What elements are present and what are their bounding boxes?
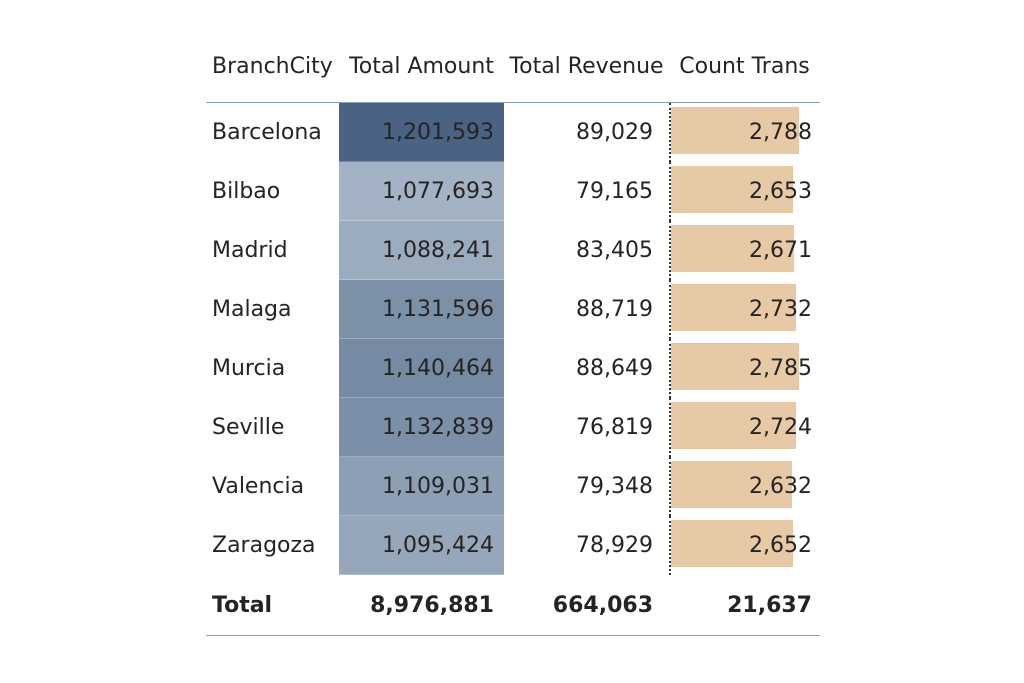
count-value: 2,632 (749, 474, 812, 499)
cell-count-trans: 2,724 (669, 398, 820, 457)
cell-total-amount: 1,201,593 (339, 103, 504, 162)
table-row[interactable]: Bilbao 1,077,693 79,165 2,653 (206, 162, 820, 221)
cell-branchcity: Seville (212, 415, 285, 440)
cell-branchcity: Barcelona (212, 120, 322, 145)
total-row: Total 8,976,881 664,063 21,637 (206, 575, 820, 636)
table-body: Barcelona 1,201,593 89,029 2,788 Bilbao 1,077… (206, 103, 820, 575)
count-data-bar (671, 166, 793, 213)
cell-count-trans: 2,652 (669, 516, 820, 575)
total-label: Total (212, 592, 273, 618)
cell-total-amount: 1,131,596 (339, 280, 504, 339)
cell-branchcity: Murcia (212, 356, 286, 381)
cell-count-trans: 2,653 (669, 162, 820, 221)
data-bar-axis (669, 398, 671, 457)
table-row[interactable]: Madrid 1,088,241 83,405 2,671 (206, 221, 820, 280)
data-bar-axis (669, 280, 671, 339)
table-row[interactable]: Barcelona 1,201,593 89,029 2,788 (206, 103, 820, 162)
count-value: 2,732 (749, 297, 812, 322)
cell-total-amount: 1,077,693 (339, 162, 504, 221)
count-value: 2,653 (749, 179, 812, 204)
column-header-total-amount[interactable]: Total Amount (349, 53, 494, 79)
total-amount: 8,976,881 (370, 592, 494, 618)
data-bar-axis (669, 339, 671, 398)
cell-branchcity: Bilbao (212, 179, 281, 204)
table-row[interactable]: Zaragoza 1,095,424 78,929 2,652 (206, 516, 820, 575)
cell-count-trans: 2,671 (669, 221, 820, 280)
cell-count-trans: 2,788 (669, 103, 820, 162)
data-bar-axis (669, 221, 671, 280)
cell-total-revenue: 76,819 (576, 415, 653, 440)
count-data-bar (671, 107, 799, 154)
data-bar-axis (669, 457, 671, 516)
count-value: 2,671 (749, 238, 812, 263)
cell-count-trans: 2,732 (669, 280, 820, 339)
matrix-table: BranchCity Total Amount Total Revenue Co… (206, 30, 820, 636)
column-header-count-trans[interactable]: Count Trans (679, 53, 810, 79)
total-revenue: 664,063 (552, 592, 653, 618)
cell-total-revenue: 89,029 (576, 120, 653, 145)
table-row[interactable]: Murcia 1,140,464 88,649 2,785 (206, 339, 820, 398)
header-row: BranchCity Total Amount Total Revenue Co… (206, 30, 820, 103)
count-data-bar (671, 225, 794, 272)
count-data-bar (671, 284, 797, 331)
table-row[interactable]: Valencia 1,109,031 79,348 2,632 (206, 457, 820, 516)
cell-branchcity: Zaragoza (212, 533, 316, 558)
count-data-bar (671, 461, 792, 508)
count-value: 2,652 (749, 533, 812, 558)
count-value: 2,785 (749, 356, 812, 381)
cell-branchcity: Malaga (212, 297, 292, 322)
table-row[interactable]: Malaga 1,131,596 88,719 2,732 (206, 280, 820, 339)
cell-total-revenue: 88,719 (576, 297, 653, 322)
cell-branchcity: Valencia (212, 474, 305, 499)
column-header-branchcity[interactable]: BranchCity (212, 53, 333, 79)
cell-total-amount: 1,132,839 (339, 398, 504, 457)
count-value: 2,724 (749, 415, 812, 440)
table-row[interactable]: Seville 1,132,839 76,819 2,724 (206, 398, 820, 457)
total-count: 21,637 (727, 592, 812, 618)
cell-total-amount: 1,095,424 (339, 516, 504, 575)
column-header-total-revenue[interactable]: Total Revenue (509, 53, 664, 79)
cell-total-revenue: 79,348 (576, 474, 653, 499)
cell-count-trans: 2,785 (669, 339, 820, 398)
cell-total-revenue: 88,649 (576, 356, 653, 381)
data-bar-axis (669, 162, 671, 221)
count-data-bar (671, 343, 799, 390)
cell-total-revenue: 79,165 (576, 179, 653, 204)
cell-total-amount: 1,109,031 (339, 457, 504, 516)
cell-total-amount: 1,140,464 (339, 339, 504, 398)
data-bar-axis (669, 103, 671, 162)
count-data-bar (671, 402, 797, 449)
cell-total-revenue: 83,405 (576, 238, 653, 263)
data-bar-axis (669, 516, 671, 575)
cell-count-trans: 2,632 (669, 457, 820, 516)
cell-branchcity: Madrid (212, 238, 288, 263)
cell-total-revenue: 78,929 (576, 533, 653, 558)
count-value: 2,788 (749, 120, 812, 145)
count-data-bar (671, 520, 793, 567)
cell-total-amount: 1,088,241 (339, 221, 504, 280)
